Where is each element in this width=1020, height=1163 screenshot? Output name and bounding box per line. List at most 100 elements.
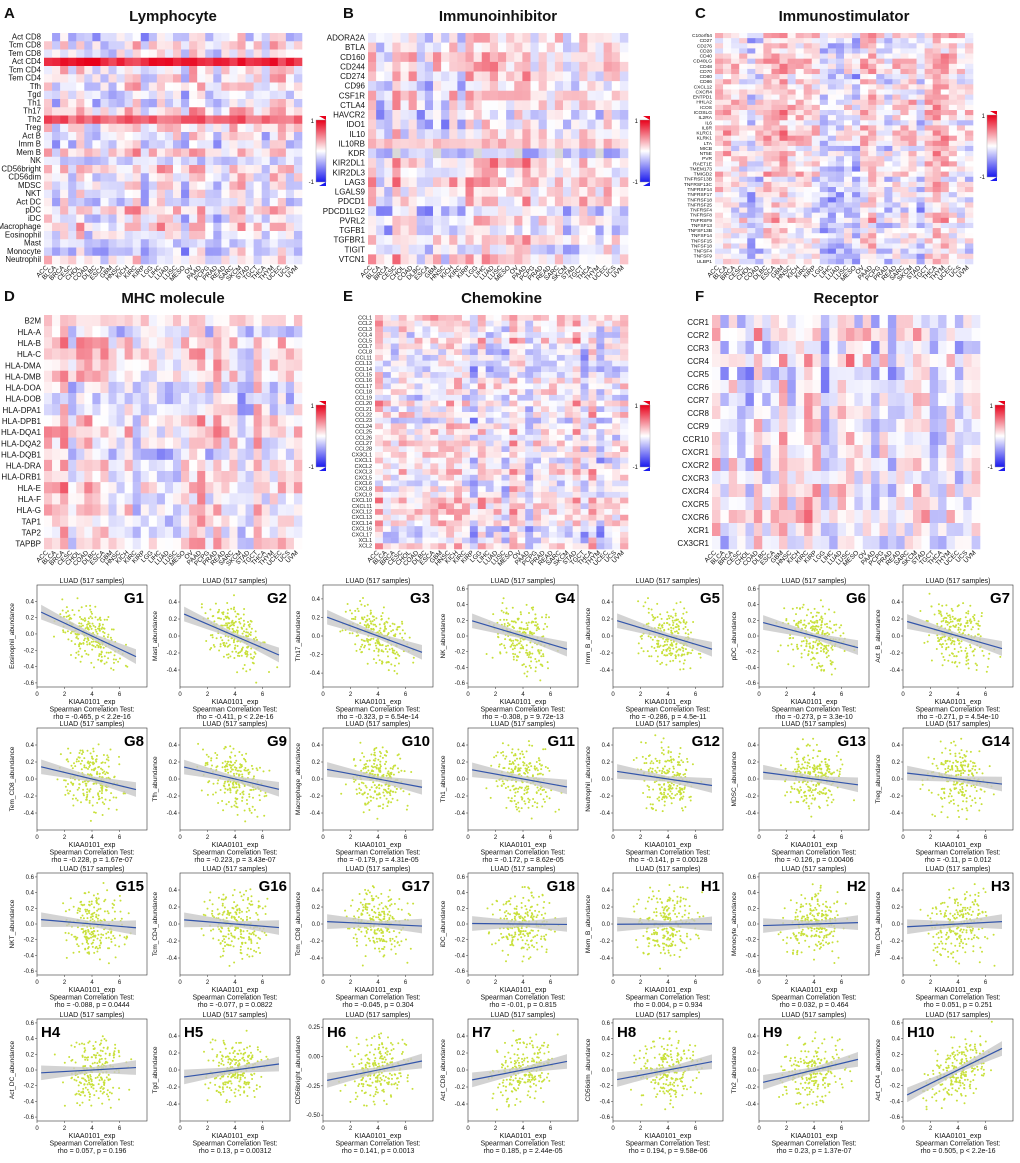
heatmap-cell — [715, 243, 723, 248]
heatmap-cell — [84, 438, 92, 449]
heatmap-cell — [486, 326, 494, 332]
heatmap-cell — [60, 504, 68, 515]
heatmap-cell — [438, 389, 446, 395]
heatmap-cell — [157, 504, 165, 515]
heatmap-cell — [557, 418, 565, 424]
heatmap-cell — [278, 132, 286, 141]
heatmap-cell — [165, 426, 173, 437]
heatmap-cell — [490, 206, 498, 216]
heatmap-cell — [925, 238, 933, 243]
heatmap-cell — [925, 105, 933, 110]
heatmap-cell — [900, 156, 908, 161]
heatmap-cell — [525, 429, 533, 435]
heatmap-cell — [571, 226, 579, 236]
heatmap-cell — [141, 527, 149, 538]
heatmap-cell — [715, 89, 723, 94]
heatmap-cell — [557, 395, 565, 401]
heatmap-cell — [462, 423, 470, 429]
heatmap-cell — [368, 81, 376, 91]
heatmap-cell — [909, 59, 917, 64]
heatmap-cell — [92, 449, 100, 460]
heatmap-cell — [876, 243, 884, 248]
heatmap-cell — [482, 91, 490, 101]
heatmap-cell — [884, 249, 892, 254]
heatmap-cell — [68, 538, 76, 549]
heatmap-cell — [836, 54, 844, 59]
heatmap-cell — [84, 74, 92, 83]
heatmap-cell — [149, 538, 157, 549]
heatmap-cell — [294, 438, 302, 449]
heatmap-cell — [852, 182, 860, 187]
heatmap-cell — [763, 238, 771, 243]
heatmap-cell — [205, 116, 213, 125]
heatmap-cell — [149, 165, 157, 174]
heatmap-cell — [286, 426, 294, 437]
heatmap-cell — [482, 43, 490, 53]
heatmap-cell — [92, 74, 100, 83]
heatmap-cell — [739, 187, 747, 192]
heatmap-cell — [197, 33, 205, 42]
heatmap-cell — [844, 218, 852, 223]
heatmap-cell — [383, 366, 391, 372]
heatmap-cell — [100, 348, 108, 359]
heatmap-cell — [579, 216, 587, 226]
heatmap-title: Chemokine — [461, 290, 542, 307]
heatmap-cell — [383, 326, 391, 332]
heatmap-cell — [454, 361, 462, 367]
heatmap-cell — [844, 161, 852, 166]
heatmap-cell — [747, 69, 755, 74]
heatmap-cell — [541, 344, 549, 350]
heatmap-cell — [173, 326, 181, 337]
heatmap-cell — [68, 66, 76, 75]
heatmap-cell — [422, 338, 430, 344]
row-label: B2M — [25, 317, 42, 326]
heatmap-cell — [723, 54, 731, 59]
heatmap-cell — [900, 125, 908, 130]
heatmap-cell — [933, 115, 941, 120]
heatmap-cell — [425, 72, 433, 82]
heatmap-cell — [909, 125, 917, 130]
heatmap-cell — [221, 404, 229, 415]
heatmap-cell — [747, 177, 755, 182]
heatmap-cell — [478, 469, 486, 475]
heatmap-cell — [957, 131, 965, 136]
heatmap-cell — [588, 332, 596, 338]
heatmap-cell — [383, 429, 391, 435]
heatmap-cell — [165, 140, 173, 149]
heatmap-cell — [828, 43, 836, 48]
heatmap-cell — [925, 233, 933, 238]
heatmap-cell — [796, 125, 804, 130]
heatmap-cell — [384, 129, 392, 139]
row-label: ICOSLG — [694, 110, 713, 116]
heatmap-cell — [44, 74, 52, 83]
heatmap-cell — [117, 482, 125, 493]
heatmap-cell — [181, 149, 189, 158]
heatmap-cell — [565, 452, 573, 458]
heatmap-cell — [197, 83, 205, 92]
heatmap-cell — [246, 173, 254, 182]
heatmap-cell — [392, 110, 400, 120]
heatmap-cell — [620, 469, 628, 475]
heatmap-cell — [836, 202, 844, 207]
heatmap-cell — [876, 105, 884, 110]
heatmap-cell — [563, 110, 571, 120]
heatmap-cell — [531, 139, 539, 149]
heatmap-cell — [517, 446, 525, 452]
heatmap-cell — [254, 337, 262, 348]
heatmap-cell — [933, 110, 941, 115]
heatmap-cell — [502, 372, 510, 378]
heatmap-cell — [884, 151, 892, 156]
heatmap-cell — [433, 52, 441, 62]
heatmap-cell — [213, 527, 221, 538]
heatmap-cell — [44, 182, 52, 191]
heatmap-cell — [60, 231, 68, 240]
heatmap-cell — [780, 156, 788, 161]
heatmap-cell — [949, 95, 957, 100]
heatmap-cell — [44, 527, 52, 538]
heatmap-cell — [917, 120, 925, 125]
heatmap-cell — [502, 463, 510, 469]
heatmap-cell — [376, 129, 384, 139]
heatmap-cell — [796, 182, 804, 187]
heatmap-cell — [52, 256, 60, 265]
heatmap-cell — [68, 248, 76, 257]
